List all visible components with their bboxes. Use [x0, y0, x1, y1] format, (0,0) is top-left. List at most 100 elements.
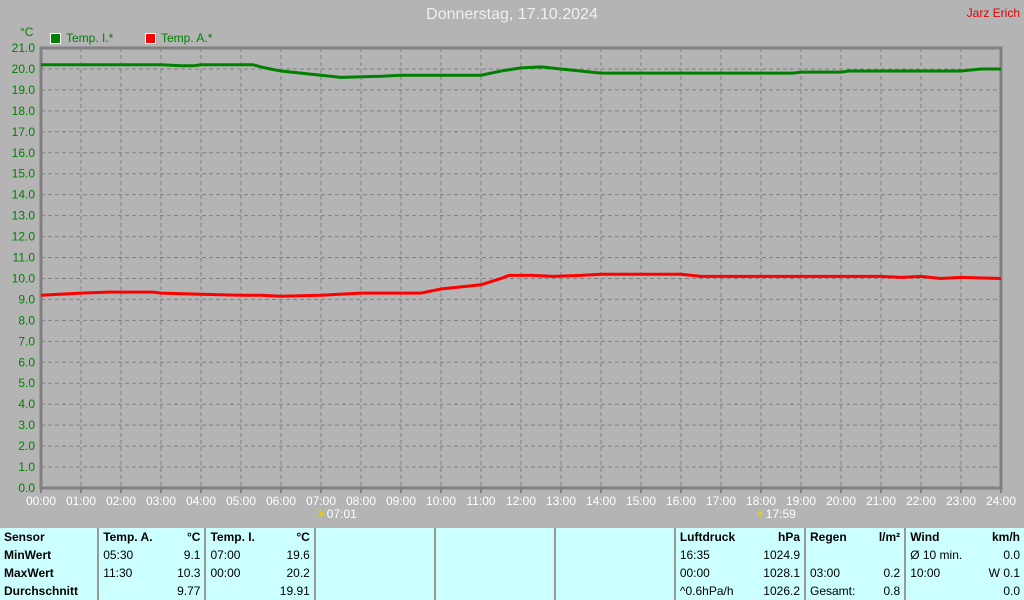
- table-cell: [553, 546, 675, 564]
- plot-frame: [39, 46, 1003, 490]
- table-cell: [204, 582, 269, 600]
- table-cell: [313, 528, 435, 546]
- x-tick-label: 19:00: [786, 494, 816, 508]
- table-cell: 1024.9: [763, 548, 800, 562]
- x-tick-label: 21:00: [866, 494, 896, 508]
- table-cell: Wind: [904, 528, 978, 546]
- series-line-temp-i: [41, 63, 1001, 79]
- table-row: Sensor Temp. A. °C Temp. I. °C Luftdruck hPa Re…: [0, 528, 1024, 546]
- sunset-icon: ☀: [755, 507, 766, 521]
- table-cell: Ø 10 min.: [904, 546, 978, 564]
- y-axis-unit: °C: [20, 25, 34, 39]
- table-cell: Regen: [803, 528, 870, 546]
- y-tick-label: 10.0: [12, 271, 36, 285]
- sunrise-marker: ☀07:01: [316, 507, 357, 521]
- table-cell: 10.3: [177, 566, 201, 580]
- temperature-chart: 0.0 1.0 2.0 3.0 4.0 5.0 6.0 7.0 8.0 9.0 10.0 11.0 12…: [12, 41, 1017, 508]
- stats-table: Sensor Temp. A. °C Temp. I. °C Luftdruck hPa Re…: [0, 528, 1024, 600]
- table-row: MaxWert 11:30 10.3 00:00 20.2 00:00 1028.1 03:0…: [0, 564, 1024, 582]
- y-tick-label: 12.0: [12, 230, 36, 244]
- y-tick-label: 6.0: [18, 355, 35, 369]
- x-tick-label: 08:00: [346, 494, 376, 508]
- x-tick-label: 14:00: [586, 494, 616, 508]
- x-tick-label: 15:00: [626, 494, 656, 508]
- table-cell: 1028.1: [763, 566, 800, 580]
- legend-swatch: [145, 32, 156, 44]
- table-cell: [433, 564, 555, 582]
- x-tick-label: 20:00: [826, 494, 856, 508]
- legend-item-temp-i: Temp. I.*: [50, 31, 113, 45]
- table-cell: W 0.1: [988, 566, 1020, 580]
- table-cell: 9.1: [183, 548, 201, 562]
- y-tick-label: 17.0: [12, 125, 36, 139]
- table-cell: 03:00: [803, 564, 870, 582]
- x-tick-label: 03:00: [146, 494, 176, 508]
- table-cell: ^0.6hPa/h: [673, 582, 751, 600]
- y-tick-label: 21.0: [12, 41, 36, 55]
- y-tick-label: 16.0: [12, 146, 36, 160]
- x-tick-label: 10:00: [426, 494, 456, 508]
- y-tick-label: 2.0: [18, 439, 35, 453]
- table-cell: [553, 582, 675, 600]
- y-tick-label: 8.0: [18, 313, 35, 327]
- y-tick-label: 13.0: [12, 209, 36, 223]
- table-cell: 11:30: [97, 564, 168, 582]
- table-cell: °C: [186, 530, 201, 544]
- sunset-marker: ☀17:59: [755, 507, 796, 521]
- table-cell: Temp. A.: [97, 528, 168, 546]
- author-label: Jarz Erich: [966, 6, 1020, 20]
- table-cell: [904, 582, 978, 600]
- x-tick-label: 11:00: [466, 494, 495, 508]
- table-cell: 19.91: [279, 584, 310, 598]
- table-cell: 05:30: [97, 546, 168, 564]
- table-cell: [803, 546, 870, 564]
- y-tick-label: 19.0: [12, 83, 36, 97]
- table-cell: [313, 546, 435, 564]
- table-cell: MinWert: [4, 548, 52, 562]
- table-cell: 1026.2: [763, 584, 800, 598]
- table-cell: 0.0: [1003, 548, 1020, 562]
- x-tick-label: 18:00: [746, 494, 776, 508]
- table-cell: [313, 564, 435, 582]
- table-cell: [433, 546, 555, 564]
- table-cell: 0.0: [1003, 584, 1020, 598]
- x-tick-label: 12:00: [506, 494, 536, 508]
- x-tick-label: 04:00: [186, 494, 216, 508]
- legend-item-temp-a: Temp. A.*: [145, 31, 212, 45]
- series-line-temp-a: [40, 272, 1002, 298]
- legend-swatch: [50, 32, 61, 44]
- table-cell: MaxWert: [4, 566, 54, 580]
- y-tick-label: 4.0: [18, 397, 35, 411]
- y-tick-label: 0.0: [18, 481, 35, 495]
- table-cell: 07:00: [204, 546, 269, 564]
- table-cell: Luftdruck: [673, 528, 751, 546]
- chart-title: Donnerstag, 17.10.2024: [426, 6, 598, 23]
- table-cell: °C: [296, 530, 310, 544]
- table-cell: hPa: [777, 530, 800, 544]
- x-tick-label: 06:00: [266, 494, 296, 508]
- table-cell: [869, 546, 905, 564]
- y-tick-label: 1.0: [18, 460, 35, 474]
- table-cell: Sensor: [4, 530, 45, 544]
- table-cell: Gesamt:: [803, 582, 870, 600]
- table-cell: 16:35: [673, 546, 751, 564]
- x-tick-label: 16:00: [666, 494, 696, 508]
- x-tick-label: 07:00: [306, 494, 336, 508]
- table-cell: 0.2: [883, 566, 901, 580]
- table-cell: 00:00: [673, 564, 751, 582]
- table-cell: 9.77: [177, 584, 201, 598]
- table-cell: [97, 582, 168, 600]
- y-tick-label: 3.0: [18, 418, 35, 432]
- x-tick-label: 05:00: [226, 494, 256, 508]
- table-cell: Durchschnitt: [4, 584, 79, 598]
- x-tick-label: 17:00: [706, 494, 736, 508]
- table-cell: 10:00: [904, 564, 978, 582]
- table-row: Durchschnitt 9.77 19.91 ^0.6hPa/h 1026.2 Gesa…: [0, 582, 1024, 600]
- x-tick-label: 22:00: [906, 494, 936, 508]
- x-tick-label: 09:00: [386, 494, 416, 508]
- table-cell: 00:00: [204, 564, 269, 582]
- x-tick-label: 02:00: [106, 494, 136, 508]
- y-tick-label: 14.0: [12, 188, 36, 202]
- table-row: MinWert 05:30 9.1 07:00 19.6 16:35 1024.9 Ø 10 …: [0, 546, 1024, 564]
- table-cell: [433, 528, 555, 546]
